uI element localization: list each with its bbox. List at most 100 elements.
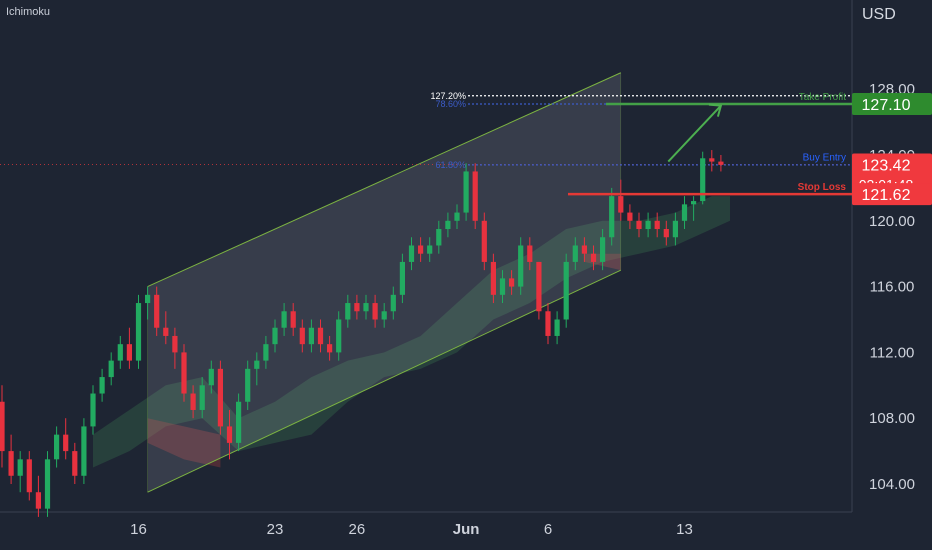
candle bbox=[99, 377, 105, 394]
candle bbox=[581, 245, 587, 254]
candle bbox=[190, 393, 196, 410]
x-tick-label: 16 bbox=[130, 521, 147, 538]
fib-level-label: 61.80% bbox=[435, 160, 466, 170]
candle bbox=[627, 212, 633, 221]
x-tick-label: Jun bbox=[453, 521, 480, 538]
projection-arrow-head bbox=[708, 103, 723, 117]
candle bbox=[135, 303, 142, 361]
candle bbox=[72, 451, 78, 476]
candle bbox=[545, 311, 551, 336]
price-tag bbox=[852, 183, 932, 206]
candle bbox=[199, 385, 205, 410]
candle bbox=[518, 245, 524, 287]
take-profit-label: Take Profit bbox=[799, 92, 846, 103]
candle bbox=[35, 492, 41, 509]
candle bbox=[527, 245, 533, 262]
candle bbox=[472, 171, 478, 221]
projection-arrow bbox=[667, 104, 722, 163]
candle bbox=[145, 294, 151, 304]
y-tick-label: 120.00 bbox=[869, 213, 915, 230]
currency-label[interactable]: USD bbox=[862, 6, 896, 23]
price-tag-value: 121.62 bbox=[862, 187, 911, 204]
fib-level-label: 78.60% bbox=[435, 99, 466, 109]
candle bbox=[572, 245, 578, 262]
candle bbox=[90, 393, 96, 427]
candle bbox=[217, 368, 223, 427]
candle bbox=[299, 327, 305, 345]
candle bbox=[663, 229, 669, 238]
candle bbox=[609, 196, 615, 238]
candle bbox=[254, 360, 260, 369]
candle bbox=[700, 158, 706, 202]
candle bbox=[317, 327, 324, 345]
candle bbox=[272, 327, 278, 345]
candle bbox=[26, 459, 32, 493]
y-tick-label: 116.00 bbox=[870, 279, 915, 296]
price-channel-fill bbox=[147, 72, 621, 493]
candle bbox=[208, 368, 214, 386]
candle bbox=[54, 434, 60, 460]
candle bbox=[0, 401, 5, 452]
candle bbox=[354, 303, 360, 312]
candle bbox=[63, 434, 69, 452]
channel-upper-line bbox=[147, 72, 622, 288]
candle bbox=[718, 161, 724, 165]
candle bbox=[263, 344, 269, 361]
candle bbox=[645, 220, 651, 230]
candle bbox=[44, 459, 51, 509]
y-tick-label: 108.00 bbox=[869, 410, 915, 427]
y-tick-label: 104.00 bbox=[869, 476, 915, 493]
stop-loss-label: Stop Loss bbox=[798, 182, 847, 193]
candle bbox=[499, 278, 506, 295]
candle bbox=[126, 344, 132, 361]
candle bbox=[181, 352, 187, 394]
candle bbox=[399, 261, 405, 295]
candle bbox=[345, 303, 351, 320]
candle bbox=[327, 344, 333, 353]
candle bbox=[554, 319, 560, 336]
price-tag-value: 127.10 bbox=[862, 97, 911, 114]
indicator-label[interactable]: Ichimoku bbox=[6, 6, 51, 18]
candle bbox=[154, 294, 160, 328]
channel-lower-line bbox=[147, 269, 622, 493]
candle bbox=[290, 311, 296, 328]
candle bbox=[108, 360, 114, 378]
x-tick-label: 26 bbox=[349, 521, 366, 538]
candle bbox=[226, 426, 233, 443]
candle bbox=[427, 245, 433, 254]
candle bbox=[509, 278, 515, 287]
candle bbox=[590, 253, 597, 262]
ichimoku-cloud-red bbox=[147, 418, 221, 468]
candle bbox=[336, 319, 342, 353]
candle bbox=[536, 261, 542, 312]
candle bbox=[481, 220, 487, 262]
candle bbox=[709, 158, 715, 162]
candle bbox=[681, 204, 688, 221]
candle bbox=[363, 303, 369, 312]
buy-entry-label: Buy Entry bbox=[803, 153, 846, 164]
y-tick-label: 112.00 bbox=[870, 344, 915, 361]
candle bbox=[672, 220, 678, 238]
candle bbox=[408, 245, 415, 262]
candle bbox=[172, 335, 178, 353]
x-tick-label: 13 bbox=[676, 521, 693, 538]
candle bbox=[436, 229, 442, 246]
candle bbox=[454, 212, 460, 221]
candle bbox=[281, 311, 287, 328]
candle bbox=[163, 327, 169, 336]
candle bbox=[445, 220, 451, 230]
candle bbox=[463, 171, 469, 213]
x-tick-label: 6 bbox=[544, 521, 552, 538]
price-tag bbox=[852, 93, 932, 116]
candle bbox=[17, 459, 23, 476]
candle bbox=[390, 294, 396, 312]
candle bbox=[563, 261, 569, 320]
ichimoku-cloud-green bbox=[93, 196, 730, 468]
candle bbox=[372, 303, 378, 320]
candle bbox=[618, 196, 624, 213]
candle bbox=[8, 451, 14, 476]
candle bbox=[418, 245, 424, 254]
